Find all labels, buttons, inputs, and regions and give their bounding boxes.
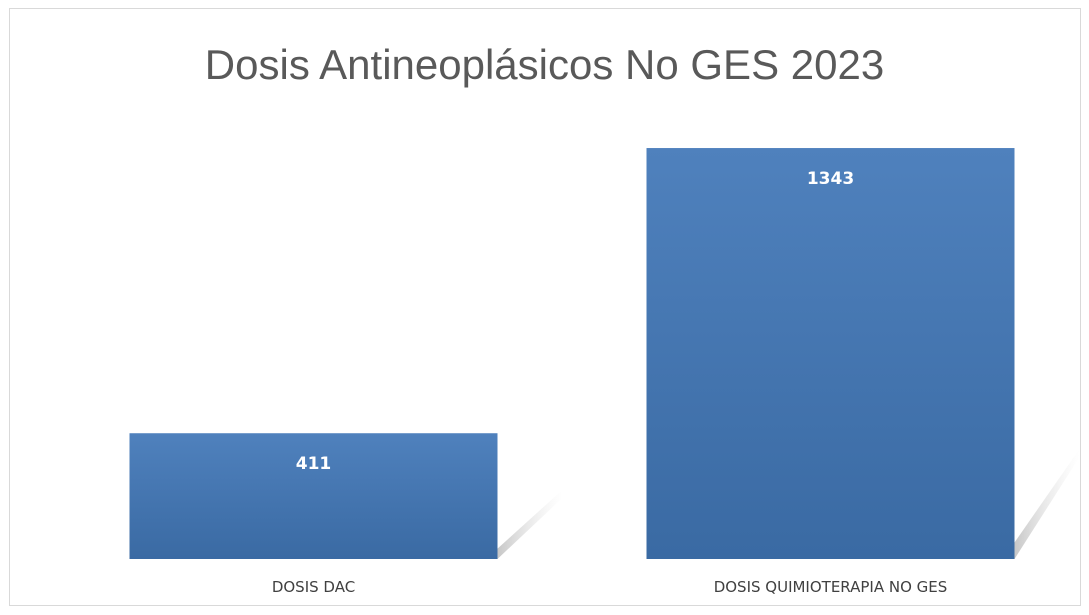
bar-shadow [497, 489, 563, 559]
data-label-1: 1343 [807, 169, 854, 189]
bar-0 [129, 433, 498, 559]
category-label-1: DOSIS QUIMIOTERAPIA NO GES [714, 578, 948, 596]
bar-shadow [1014, 449, 1080, 559]
bar-1 [646, 148, 1015, 560]
category-label-0: DOSIS DAC [272, 578, 355, 596]
data-label-0: 411 [296, 454, 332, 474]
chart-title: Dosis Antineoplásicos No GES 2023 [204, 41, 885, 88]
